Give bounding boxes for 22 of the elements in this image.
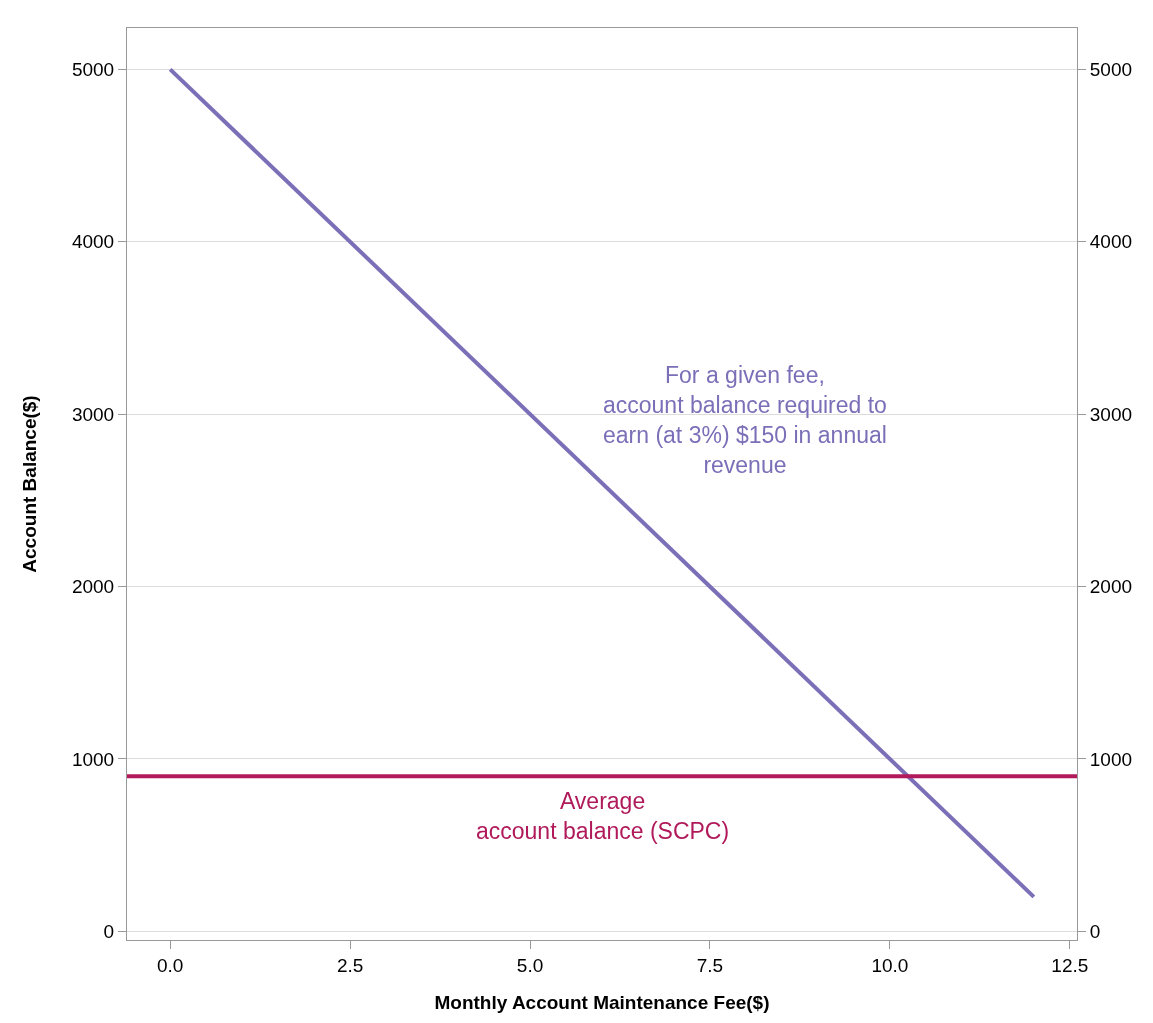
y2-tick-label: 2000 <box>1089 576 1133 598</box>
x-tick-label: 5.0 <box>516 954 544 976</box>
y-tick-label: 3000 <box>71 403 115 425</box>
y-tick-label: 5000 <box>71 59 115 81</box>
y2-tick-label: 3000 <box>1089 403 1133 425</box>
x-tick-label: 10.0 <box>871 954 909 976</box>
y-tick-label: 1000 <box>71 748 115 770</box>
y2-tick-label: 5000 <box>1089 59 1133 81</box>
x-tick-label: 2.5 <box>336 954 364 976</box>
annotation: For a given fee, account balance required to earn (at 3%) $150 in annual revenue <box>603 362 887 478</box>
y-axis-title: Account Balance($) <box>18 395 40 573</box>
y-tick-label: 0 <box>103 921 115 943</box>
y-tick-label: 2000 <box>71 576 115 598</box>
x-tick-label: 0.0 <box>156 954 184 976</box>
y2-tick-label: 0 <box>1089 921 1101 943</box>
y2-tick-label: 1000 <box>1089 748 1133 770</box>
ref-line-label: Average account balance (SCPC) <box>476 788 730 844</box>
y2-tick-label: 4000 <box>1089 231 1133 253</box>
y-tick-label: 4000 <box>71 231 115 253</box>
x-axis-title: Monthly Account Maintenance Fee($) <box>434 991 770 1013</box>
x-tick-label: 7.5 <box>696 954 724 976</box>
x-tick-label: 12.5 <box>1051 954 1089 976</box>
